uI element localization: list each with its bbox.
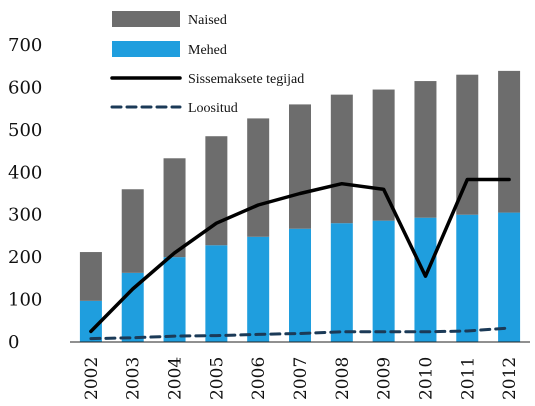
y-tick-label-700: 700 xyxy=(8,35,42,56)
bar-naised-2010 xyxy=(414,81,437,218)
series-lines xyxy=(89,177,511,341)
bar-naised-2008 xyxy=(330,94,353,224)
x-tick-label-2008: 2008 xyxy=(333,357,353,400)
legend: Naised Mehed Sissemaksete tegijad Loositud xyxy=(110,11,304,116)
legend-label-naised: Naised xyxy=(188,13,227,28)
bar-naised-2009 xyxy=(372,89,395,221)
legend-swatch-mehed xyxy=(112,41,180,57)
y-tick-label-500: 500 xyxy=(8,120,42,141)
bar-naised-2004 xyxy=(163,158,186,258)
legend-label-sissemaksete-tegijad: Sissemaksete tegijad xyxy=(188,72,304,87)
x-tick-label-2006: 2006 xyxy=(249,357,269,400)
x-tick-label-2004: 2004 xyxy=(166,357,186,400)
x-tick-label-2011: 2011 xyxy=(458,357,478,400)
bar-naised-2005 xyxy=(205,136,228,246)
line-loositud xyxy=(89,326,511,341)
bar-mehed-2010 xyxy=(414,217,437,342)
x-axis-ticks: 2002 2003 2004 2005 2006 2007 2008 2009 2010 2011… xyxy=(82,357,520,400)
bar-mehed-2012 xyxy=(498,212,521,342)
bar-naised-2002 xyxy=(79,252,102,301)
bar-naised-2007 xyxy=(289,104,311,229)
bar-mehed-2005 xyxy=(205,245,228,342)
bar-naised-2003 xyxy=(121,189,144,273)
legend-label-loositud: Loositud xyxy=(188,101,238,116)
x-tick-label-2007: 2007 xyxy=(291,357,311,400)
bar-mehed-2008 xyxy=(330,223,353,342)
bar-mehed-2002 xyxy=(79,300,102,342)
y-axis-ticks: 0 100 200 300 400 500 600 700 xyxy=(8,35,42,353)
legend-label-mehed: Mehed xyxy=(188,43,227,58)
y-tick-label-100: 100 xyxy=(8,290,42,311)
legend-swatch-naised xyxy=(112,11,180,27)
bars xyxy=(79,70,521,342)
bar-mehed-2004 xyxy=(163,257,186,342)
x-tick-label-2003: 2003 xyxy=(124,357,144,400)
line-sissemaksete-tegijad xyxy=(89,177,511,334)
y-tick-label-0: 0 xyxy=(8,332,19,353)
y-tick-label-400: 400 xyxy=(8,162,42,183)
bar-mehed-2009 xyxy=(372,220,395,342)
bar-mehed-2003 xyxy=(121,272,144,342)
x-tick-label-2002: 2002 xyxy=(82,357,102,400)
x-tick-label-2012: 2012 xyxy=(500,357,520,400)
x-tick-label-2010: 2010 xyxy=(416,357,436,400)
bar-naised-2012 xyxy=(498,70,521,213)
x-tick-label-2005: 2005 xyxy=(207,357,227,400)
bar-mehed-2006 xyxy=(247,236,270,342)
y-tick-label-200: 200 xyxy=(8,247,42,268)
bar-mehed-2011 xyxy=(456,214,479,342)
bar-naised-2006 xyxy=(247,118,270,237)
x-tick-label-2009: 2009 xyxy=(375,357,395,400)
bar-mehed-2007 xyxy=(289,228,311,342)
y-tick-label-300: 300 xyxy=(8,205,42,226)
y-tick-label-600: 600 xyxy=(8,77,42,98)
